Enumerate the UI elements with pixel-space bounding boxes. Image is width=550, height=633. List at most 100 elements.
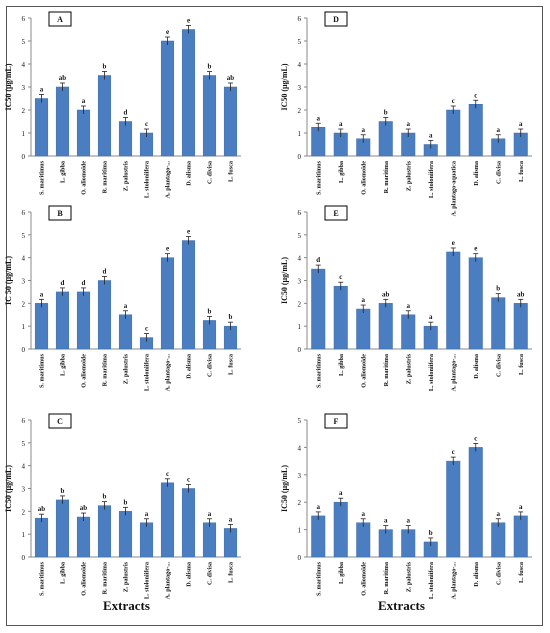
significance-label: c (187, 476, 190, 484)
y-tick-label: 3 (298, 84, 302, 92)
bar (378, 121, 393, 157)
bar (446, 251, 461, 350)
y-tick-label: 1 (22, 130, 26, 138)
panel-letter: C (57, 417, 63, 426)
y-tick-label: 2 (298, 300, 302, 308)
significance-label: b (229, 313, 233, 321)
category-label: L. stoloniifera (428, 562, 435, 599)
y-tick-label: 1 (298, 527, 302, 535)
bar (118, 511, 133, 558)
significance-label: a (519, 120, 523, 128)
y-tick-label: 3 (22, 84, 26, 92)
panel-letter: A (57, 15, 63, 24)
bar (202, 320, 217, 350)
significance-label: e (166, 28, 169, 36)
y-axis-title: IC50 (µg/mL) (280, 465, 289, 512)
significance-label: b (496, 285, 500, 293)
bar (118, 314, 133, 350)
bar (160, 257, 175, 350)
significance-label: c (145, 120, 148, 128)
category-label: L. gibba (338, 354, 345, 376)
y-tick-label: 1 (22, 323, 26, 331)
significance-label: d (82, 279, 86, 287)
bar (401, 314, 416, 350)
category-label: A. plantago-aquatica (450, 161, 457, 216)
bar (118, 121, 133, 157)
category-label: L. stoloniifera (428, 354, 435, 391)
y-tick-label: 2 (22, 107, 26, 115)
bar (97, 505, 112, 558)
category-label: L. fusca (228, 161, 235, 182)
y-tick-label: 2 (298, 107, 302, 115)
y-tick-label: 3 (298, 472, 302, 480)
y-tick-label: 0 (22, 153, 26, 161)
category-label: C. divisa (495, 562, 502, 585)
panel-letter: E (333, 209, 338, 218)
category-label: S. maritimus (315, 353, 322, 388)
bar (181, 488, 196, 558)
bar (76, 109, 91, 157)
significance-label: b (103, 493, 107, 501)
bar (139, 522, 154, 558)
significance-label: d (124, 109, 128, 117)
x-axis-title-left: Extracts (103, 598, 150, 613)
panel-letter-box (324, 413, 348, 429)
significance-label: a (429, 313, 433, 321)
significance-label: b (124, 498, 128, 506)
category-label: A. plantago-... (165, 562, 172, 600)
bar (468, 257, 483, 350)
significance-label: b (103, 63, 107, 71)
category-label: R. maritima (383, 161, 390, 193)
panel-letter-box (48, 11, 72, 27)
bar (97, 280, 112, 350)
category-label: R. maritima (102, 354, 109, 386)
bar (446, 109, 461, 157)
significance-label: a (519, 503, 523, 511)
significance-label: e (187, 17, 190, 25)
significance-label: c (339, 273, 342, 281)
category-label: L. fusca (518, 354, 525, 375)
significance-label: e (187, 228, 190, 236)
significance-label: ab (227, 74, 235, 82)
category-label: L. stoloniifera (428, 161, 435, 198)
category-label: D. alisma (473, 161, 480, 186)
bar (202, 522, 217, 558)
y-tick-label: 5 (298, 417, 302, 425)
category-label: L. gibba (60, 161, 67, 183)
bar (333, 501, 348, 558)
panel-letter: D (333, 15, 339, 24)
bar (378, 303, 393, 350)
bar (34, 98, 49, 157)
panel-letter-box (48, 413, 72, 429)
significance-label: a (362, 126, 366, 134)
bar (181, 29, 196, 157)
significance-label: a (40, 290, 44, 298)
panel-letter-box (48, 205, 72, 221)
significance-label: a (145, 510, 149, 518)
category-label: L. stoloniifera (144, 161, 151, 198)
bar (378, 529, 393, 558)
category-label: S. maritimus (39, 353, 46, 388)
category-label: S. maritimus (315, 160, 322, 195)
y-tick-label: 4 (298, 255, 302, 263)
significance-label: b (208, 307, 212, 315)
bar (401, 529, 416, 558)
bar (311, 268, 326, 350)
panel-B: 0 1 2 3 4 5 6 IC 50 (µg/mL) Ba S. maritimus d L. gi… (4, 205, 241, 391)
y-tick-label: 5 (22, 38, 26, 46)
y-tick-label: 4 (22, 255, 26, 263)
y-tick-label: 4 (298, 444, 302, 452)
category-label: O. aliomoide (81, 562, 88, 596)
category-label: D. alisma (473, 354, 480, 379)
y-tick-label: 0 (298, 153, 302, 161)
significance-label: ab (382, 290, 390, 298)
category-label: D. alisma (186, 562, 193, 587)
bar (223, 86, 238, 157)
significance-label: a (40, 86, 44, 94)
bar (160, 482, 175, 558)
significance-label: c (452, 97, 455, 105)
y-tick-label: 4 (22, 463, 26, 471)
category-label: Z. palustris (123, 353, 130, 384)
category-label: S. maritimus (39, 160, 46, 195)
category-label: C. divisa (495, 161, 502, 184)
